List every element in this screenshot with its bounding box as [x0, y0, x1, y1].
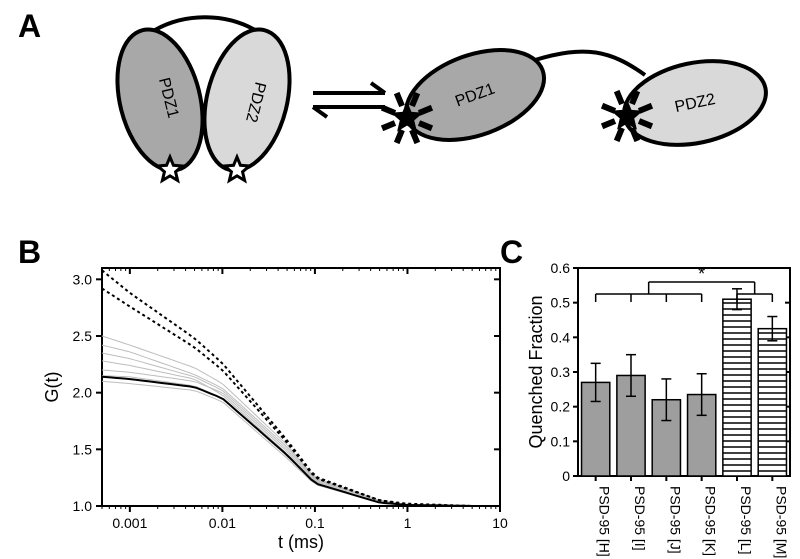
- diagram-panel: PDZ1 PDZ2 PDZ1 PDZ2: [55, 15, 795, 215]
- line-chart: 1.0 1.5 2.0 2.5 3.0 0.001 0.01 0.1 1 10 t (ms) G(t): [40, 258, 510, 558]
- closed-conformation: PDZ1 PDZ2: [104, 17, 303, 180]
- svg-text:0.1: 0.1: [551, 433, 571, 449]
- linker-open: [535, 52, 645, 75]
- svg-text:PSD-95 [M]: PSD-95 [M]: [773, 486, 789, 558]
- svg-text:3.0: 3.0: [73, 271, 93, 287]
- svg-text:0.1: 0.1: [305, 515, 325, 531]
- svg-text:0: 0: [562, 468, 570, 484]
- svg-text:10: 10: [492, 515, 508, 531]
- open-conformation: PDZ1 PDZ2: [382, 33, 774, 157]
- svg-text:1.5: 1.5: [73, 441, 93, 457]
- svg-text:PSD-95 [I]: PSD-95 [I]: [632, 486, 648, 551]
- svg-text:PSD-95 [H]: PSD-95 [H]: [597, 486, 613, 557]
- panel-label-b: B: [18, 234, 41, 271]
- svg-text:Quenched Fraction: Quenched Fraction: [528, 295, 546, 448]
- pdz2-closed: [191, 20, 303, 179]
- svg-text:PSD-95 [L]: PSD-95 [L]: [738, 486, 754, 554]
- svg-text:2.5: 2.5: [73, 328, 93, 344]
- svg-text:t (ms): t (ms): [278, 532, 324, 552]
- bar-chart: 0 0.1 0.2 0.3 0.4 0.5 0.6 Quenched Fraction PSD-…: [528, 258, 798, 558]
- svg-text:0.01: 0.01: [209, 515, 236, 531]
- svg-text:0.2: 0.2: [551, 399, 571, 415]
- linker-closed: [155, 17, 255, 30]
- svg-text:0.3: 0.3: [551, 364, 571, 380]
- svg-text:0.001: 0.001: [112, 515, 147, 531]
- svg-text:2.0: 2.0: [73, 385, 93, 401]
- svg-text:*: *: [698, 264, 705, 284]
- svg-text:PSD-95 [K]: PSD-95 [K]: [703, 486, 719, 556]
- svg-text:1: 1: [404, 515, 412, 531]
- svg-text:0.5: 0.5: [551, 295, 571, 311]
- equilibrium-arrows: [313, 83, 385, 117]
- panel-label-a: A: [18, 8, 41, 45]
- svg-text:G(t): G(t): [42, 372, 62, 403]
- svg-text:0.4: 0.4: [551, 329, 571, 345]
- svg-text:0.6: 0.6: [551, 260, 571, 276]
- svg-text:1.0: 1.0: [73, 498, 93, 514]
- svg-text:PSD-95 [J]: PSD-95 [J]: [667, 486, 683, 554]
